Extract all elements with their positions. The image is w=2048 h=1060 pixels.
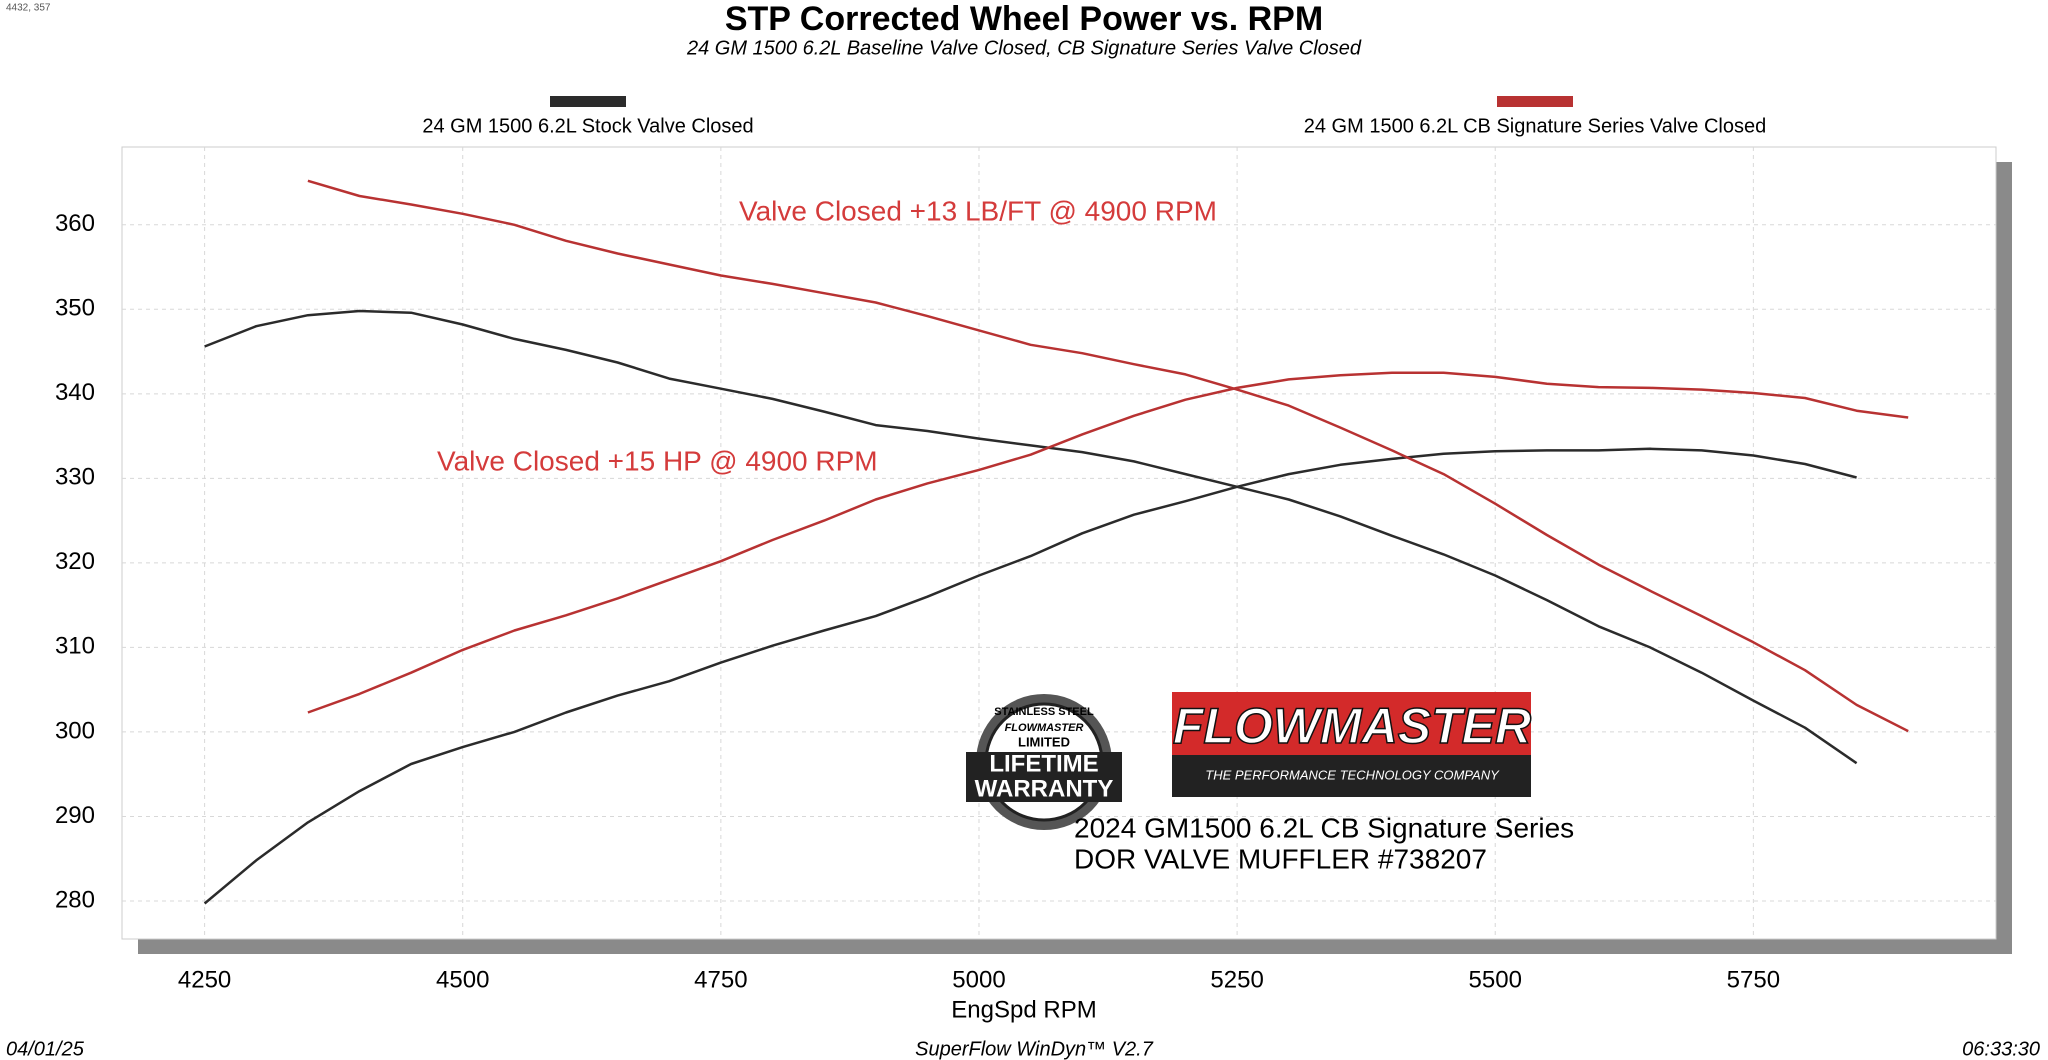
chart-subtitle: 24 GM 1500 6.2L Baseline Valve Closed, C… <box>686 37 1362 59</box>
logo-text: FLOWMASTER <box>1005 722 1084 734</box>
brand-tagline: THE PERFORMANCE TECHNOLOGY COMPANY <box>1205 767 1500 782</box>
annotation: Valve Closed +15 HP @ 4900 RPM <box>437 445 878 476</box>
legend-label: 24 GM 1500 6.2L CB Signature Series Valv… <box>1304 115 1766 137</box>
x-tick-label: 4500 <box>436 966 489 993</box>
caption: 2024 GM1500 6.2L CB Signature Series <box>1074 812 1574 843</box>
series-line <box>203 447 1857 905</box>
chart-title: STP Corrected Wheel Power vs. RPM <box>725 0 1323 38</box>
footer-software: SuperFlow WinDyn™ V2.7 <box>915 1038 1154 1060</box>
logo-text: WARRANTY <box>975 775 1114 802</box>
warranty-logo: STAINLESS STEEL FLOWMASTER LIMITED LIFET… <box>966 694 1122 830</box>
legend-label: 24 GM 1500 6.2L Stock Valve Closed <box>422 115 753 137</box>
annotation: Valve Closed +13 LB/FT @ 4900 RPM <box>739 195 1217 226</box>
caption: DOR VALVE MUFFLER #738207 <box>1074 843 1487 874</box>
logo-band <box>966 752 1122 802</box>
y-tick-label: 280 <box>55 886 95 913</box>
y-tick-label: 350 <box>55 295 95 322</box>
x-tick-label: 4250 <box>178 966 231 993</box>
brand-logo: FLOWMASTER THE PERFORMANCE TECHNOLOGY CO… <box>1172 692 1532 797</box>
series-line <box>307 371 1909 714</box>
y-tick-label: 290 <box>55 802 95 829</box>
y-tick-label: 320 <box>55 548 95 575</box>
logo-text: LIMITED <box>1018 734 1070 749</box>
logo-text: STAINLESS STEEL <box>994 706 1094 718</box>
y-tick-label: 340 <box>55 379 95 406</box>
logo-text: LIFETIME <box>989 750 1098 777</box>
x-tick-label: 5500 <box>1469 966 1522 993</box>
x-tick-label: 5000 <box>952 966 1005 993</box>
y-tick-label: 310 <box>55 633 95 660</box>
footer-date: 04/01/25 <box>6 1038 85 1060</box>
footer-time: 06:33:30 <box>1962 1038 2040 1060</box>
legend-swatch <box>550 96 626 107</box>
corner-note: 4432, 357 <box>6 3 51 14</box>
x-tick-label: 5750 <box>1727 966 1780 993</box>
brand-band <box>1172 755 1531 797</box>
y-tick-label: 300 <box>55 717 95 744</box>
x-tick-label: 4750 <box>694 966 747 993</box>
x-axis-title: EngSpd RPM <box>951 996 1096 1023</box>
y-tick-label: 330 <box>55 464 95 491</box>
series-line <box>204 309 1858 765</box>
x-tick-label: 5250 <box>1210 966 1263 993</box>
brand-name: FLOWMASTER <box>1173 698 1531 754</box>
y-tick-label: 360 <box>55 210 95 237</box>
series-line <box>307 179 1909 733</box>
legend-swatch <box>1497 96 1573 107</box>
